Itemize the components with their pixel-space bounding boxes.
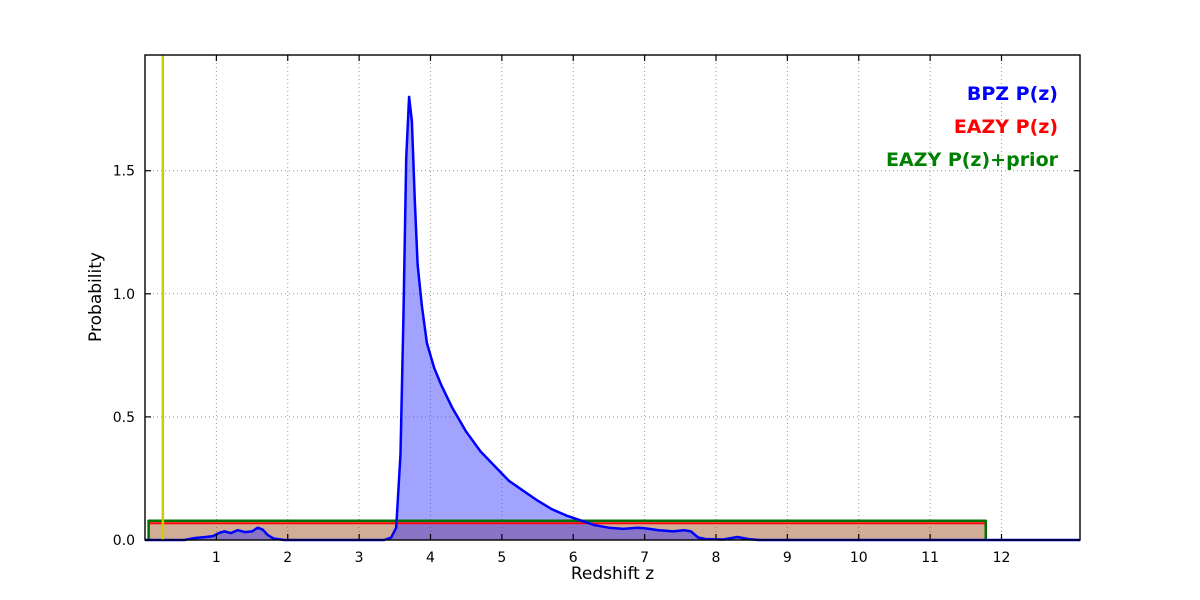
y-tick-label: 1.5 — [113, 164, 135, 180]
x-axis-label: Redshift z — [570, 564, 655, 584]
legend-entry: EAZY P(z)+prior — [885, 149, 1058, 171]
y-axis-label: Probability — [86, 252, 106, 342]
x-tick-label: 2 — [283, 550, 292, 566]
x-tick-label: 8 — [712, 550, 721, 566]
x-tick-label: 9 — [783, 550, 792, 566]
legend-entry: EAZY P(z) — [953, 116, 1058, 138]
legend-entry: BPZ P(z) — [966, 83, 1058, 105]
series-line — [147, 519, 988, 540]
y-tick-label: 1.0 — [113, 287, 135, 303]
x-tick-label: 1 — [212, 550, 221, 566]
y-tick-label: 0.5 — [113, 410, 135, 426]
x-tick-label: 6 — [569, 550, 578, 566]
series-fill — [148, 520, 986, 540]
legend: BPZ P(z) EAZY P(z) EAZY P(z)+prior — [886, 78, 1058, 177]
y-tick-label: 0.0 — [113, 533, 135, 549]
x-tick-label: 11 — [921, 550, 939, 566]
x-tick-label: 5 — [497, 550, 506, 566]
plot-frame — [144, 54, 1081, 541]
x-tick-label: 12 — [993, 550, 1011, 566]
x-tick-label: 3 — [355, 550, 364, 566]
x-tick-label: 7 — [640, 550, 649, 566]
x-tick-label: 10 — [850, 550, 868, 566]
series-fill — [148, 523, 986, 540]
series-line — [145, 95, 1080, 542]
x-tick-label: 4 — [426, 550, 435, 566]
